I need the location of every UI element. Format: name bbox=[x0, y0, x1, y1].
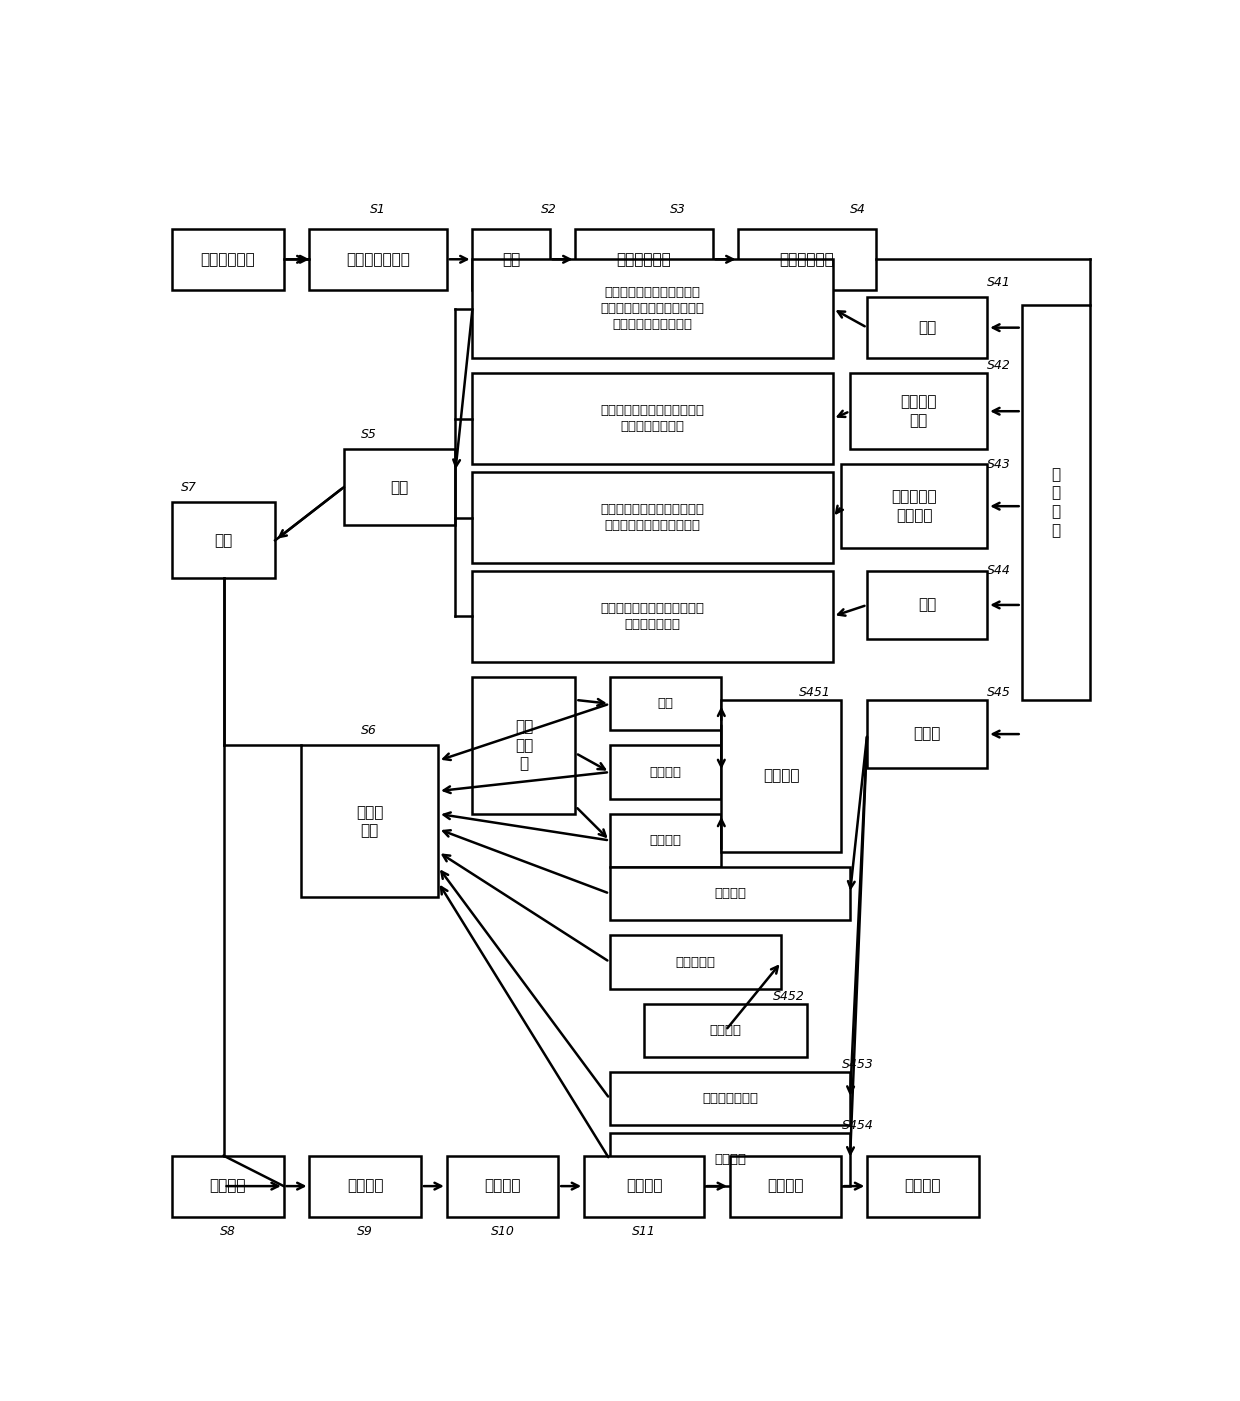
FancyBboxPatch shape bbox=[172, 228, 284, 290]
FancyBboxPatch shape bbox=[722, 700, 842, 852]
Text: 动态调试: 动态调试 bbox=[485, 1178, 521, 1194]
FancyBboxPatch shape bbox=[867, 700, 987, 768]
FancyBboxPatch shape bbox=[575, 228, 713, 290]
FancyBboxPatch shape bbox=[472, 228, 549, 290]
Text: S452: S452 bbox=[773, 989, 805, 1003]
Text: S45: S45 bbox=[987, 686, 1011, 699]
Text: 绹缘子、高压设备筱、灢引变
流器、灢引变压器: 绹缘子、高压设备筱、灢引变 流器、灢引变压器 bbox=[600, 405, 704, 433]
Text: 存车待班: 存车待班 bbox=[768, 1178, 804, 1194]
FancyBboxPatch shape bbox=[610, 814, 722, 867]
Text: 三级修库解编: 三级修库解编 bbox=[780, 252, 835, 266]
FancyBboxPatch shape bbox=[867, 1156, 978, 1216]
FancyBboxPatch shape bbox=[472, 259, 833, 359]
FancyBboxPatch shape bbox=[730, 1156, 842, 1216]
Text: 车钉: 车钉 bbox=[918, 597, 936, 612]
Text: S3: S3 bbox=[670, 203, 686, 216]
Text: 空气制动及
风源系统: 空气制动及 风源系统 bbox=[892, 489, 937, 523]
Text: 编组静调: 编组静调 bbox=[347, 1178, 383, 1194]
FancyBboxPatch shape bbox=[446, 1156, 558, 1216]
FancyBboxPatch shape bbox=[472, 472, 833, 563]
Text: S7: S7 bbox=[181, 481, 197, 493]
FancyBboxPatch shape bbox=[610, 1133, 849, 1187]
FancyBboxPatch shape bbox=[849, 373, 987, 450]
Text: 总装: 总装 bbox=[391, 479, 409, 495]
Text: 洗车: 洗车 bbox=[502, 252, 521, 266]
FancyBboxPatch shape bbox=[610, 745, 722, 799]
FancyBboxPatch shape bbox=[301, 745, 438, 898]
Text: S451: S451 bbox=[799, 686, 831, 699]
Text: 头（尾）车用自动车鑉、中间
车为半永久车鑉: 头（尾）车用自动车鑉、中间 车为半永久车鑉 bbox=[600, 602, 704, 630]
FancyBboxPatch shape bbox=[172, 1156, 284, 1216]
FancyBboxPatch shape bbox=[739, 228, 875, 290]
Text: S5: S5 bbox=[361, 427, 377, 440]
Text: S454: S454 bbox=[842, 1119, 873, 1132]
Text: 车体: 车体 bbox=[918, 321, 936, 335]
Text: 设备舱、贯通道、车窗（活
窗）、内装设施、司机台及电
气柜、车门、辅助系统: 设备舱、贯通道、车窗（活 窗）、内装设施、司机台及电 气柜、车门、辅助系统 bbox=[600, 286, 704, 331]
FancyBboxPatch shape bbox=[644, 1003, 807, 1056]
FancyBboxPatch shape bbox=[584, 1156, 704, 1216]
Text: S42: S42 bbox=[987, 359, 1011, 373]
FancyBboxPatch shape bbox=[310, 228, 446, 290]
FancyBboxPatch shape bbox=[867, 297, 987, 359]
Text: 转向架
组装: 转向架 组装 bbox=[356, 804, 383, 838]
Text: 轮对受电弧检测: 轮对受电弧检测 bbox=[346, 252, 410, 266]
FancyBboxPatch shape bbox=[310, 1156, 422, 1216]
Text: 轮对: 轮对 bbox=[657, 698, 673, 710]
FancyBboxPatch shape bbox=[610, 1072, 849, 1125]
Text: S10: S10 bbox=[491, 1226, 515, 1238]
Text: 灢引电机: 灢引电机 bbox=[709, 1024, 742, 1037]
FancyBboxPatch shape bbox=[472, 677, 575, 814]
Text: 轮对轴笱: 轮对轴笱 bbox=[763, 768, 800, 783]
Text: 轮缘润滑: 轮缘润滑 bbox=[650, 834, 682, 848]
Text: S4: S4 bbox=[849, 203, 866, 216]
FancyBboxPatch shape bbox=[867, 570, 987, 639]
FancyBboxPatch shape bbox=[172, 503, 275, 579]
FancyBboxPatch shape bbox=[343, 450, 455, 525]
FancyBboxPatch shape bbox=[610, 677, 722, 730]
Text: 牢引和电
制动: 牢引和电 制动 bbox=[900, 395, 937, 429]
Text: 列车整备扣修: 列车整备扣修 bbox=[616, 252, 671, 266]
Text: S6: S6 bbox=[361, 724, 377, 737]
Text: 零部
件安
装: 零部 件安 装 bbox=[515, 719, 533, 772]
Text: S9: S9 bbox=[357, 1226, 373, 1238]
Text: S1: S1 bbox=[370, 203, 386, 216]
Text: 齿轮笱清洗检查: 齿轮笱清洗检查 bbox=[702, 1093, 758, 1105]
Text: 速度传感器: 速度传感器 bbox=[676, 955, 715, 968]
FancyBboxPatch shape bbox=[610, 867, 849, 920]
Text: 转向架: 转向架 bbox=[914, 727, 941, 741]
FancyBboxPatch shape bbox=[610, 936, 781, 989]
FancyBboxPatch shape bbox=[842, 464, 987, 548]
Text: 静调交车: 静调交车 bbox=[626, 1178, 662, 1194]
Text: S43: S43 bbox=[987, 458, 1011, 471]
FancyBboxPatch shape bbox=[472, 570, 833, 661]
Text: 列车收车入场: 列车收车入场 bbox=[201, 252, 255, 266]
Text: S2: S2 bbox=[541, 203, 557, 216]
Text: S44: S44 bbox=[987, 565, 1011, 577]
Text: 风缸、截断塞门、制动管路、
主空压机、风笛、刁雨器片: 风缸、截断塞门、制动管路、 主空压机、风笛、刁雨器片 bbox=[600, 503, 704, 532]
Text: 轴向弹簧: 轴向弹簧 bbox=[714, 887, 746, 899]
Text: S453: S453 bbox=[842, 1058, 873, 1070]
Text: 接地装置: 接地装置 bbox=[650, 765, 682, 779]
Text: S41: S41 bbox=[987, 276, 1011, 289]
Text: S8: S8 bbox=[219, 1226, 236, 1238]
Text: 上线运营: 上线运营 bbox=[905, 1178, 941, 1194]
Text: 单车试验: 单车试验 bbox=[210, 1178, 247, 1194]
Text: 车
辆
分
解: 车 辆 分 解 bbox=[1052, 467, 1060, 538]
Text: 落车: 落车 bbox=[215, 532, 233, 548]
FancyBboxPatch shape bbox=[1022, 305, 1090, 700]
Text: S11: S11 bbox=[632, 1226, 656, 1238]
FancyBboxPatch shape bbox=[472, 373, 833, 464]
Text: 构架检查: 构架检查 bbox=[714, 1153, 746, 1166]
